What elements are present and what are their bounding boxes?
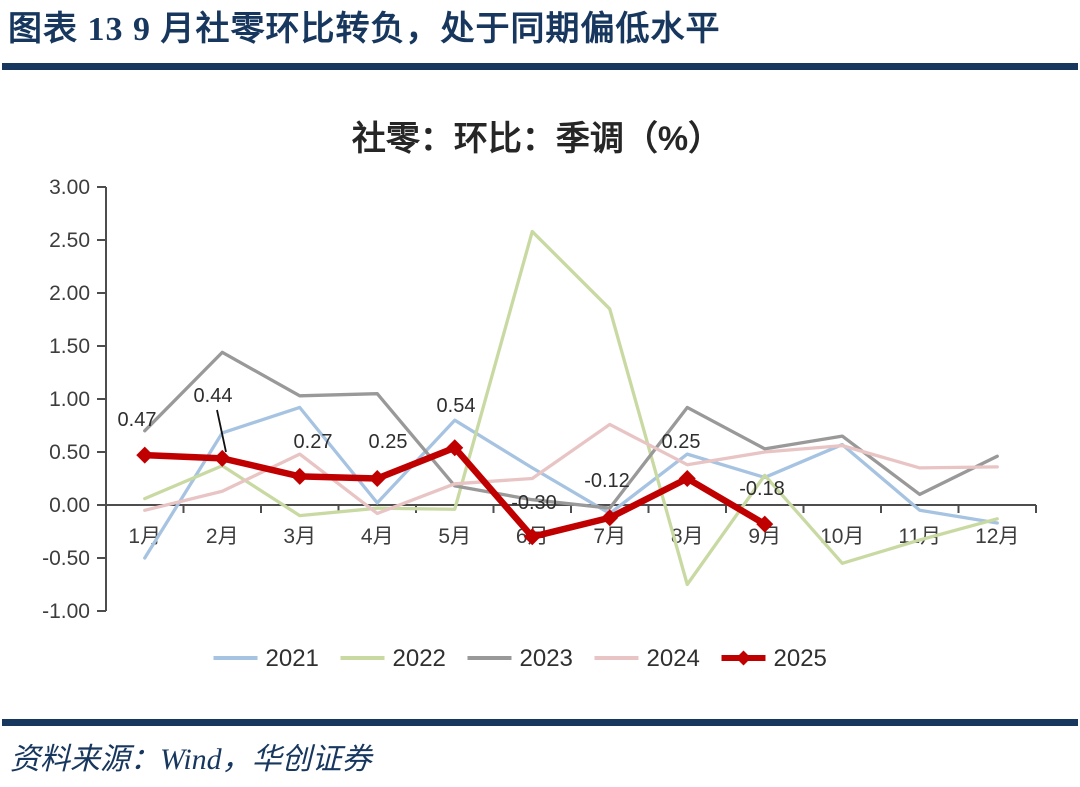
legend-item-2022: 2022 xyxy=(340,645,446,672)
x-tick-label: 10月 xyxy=(820,525,864,548)
y-tick-label: 1.50 xyxy=(49,335,90,358)
series-line-2024 xyxy=(143,422,999,516)
legend-item-2025: 2025 xyxy=(721,645,827,672)
data-label: -0.18 xyxy=(739,478,785,500)
legend-item-2023: 2023 xyxy=(467,645,573,672)
x-tick-label: 2月 xyxy=(206,525,239,548)
y-tick-label: -1.00 xyxy=(42,600,90,623)
data-label-leader xyxy=(216,409,227,453)
y-tick-label: -0.50 xyxy=(42,547,90,570)
series-line-2021 xyxy=(143,405,999,560)
retail-mom-line-chart: 社零：环比：季调（%） 3.00 2.50 2.00 1.50 1.00 0.50 0.00… xyxy=(42,119,1037,672)
figure-bottom-rule xyxy=(2,719,1078,726)
legend-marker-2025 xyxy=(736,650,751,666)
legend-label-2023: 2023 xyxy=(520,645,573,672)
data-label: 0.25 xyxy=(369,431,408,453)
data-label: 0.25 xyxy=(662,431,701,453)
figure-title: 图表 13 9 月社零环比转负，处于同期偏低水平 xyxy=(8,11,721,48)
data-label: 0.44 xyxy=(194,385,233,407)
series-line-2023 xyxy=(143,350,999,510)
y-tick-label: 2.50 xyxy=(49,229,90,252)
x-tick-label: 7月 xyxy=(593,525,626,548)
series-marker-2025 xyxy=(291,467,309,485)
y-tick-label: 1.00 xyxy=(49,388,90,411)
x-tick-label: 5月 xyxy=(438,525,471,548)
title-divider-rule xyxy=(2,63,1078,70)
x-tick-label: 9月 xyxy=(748,525,781,548)
series-marker-2025 xyxy=(213,449,231,467)
data-label: 0.54 xyxy=(437,395,476,417)
y-tick-label: 0.50 xyxy=(49,441,90,464)
x-tick-label: 8月 xyxy=(671,525,704,548)
legend-label-2022: 2022 xyxy=(393,645,446,672)
y-tick-label: 0.00 xyxy=(49,494,90,517)
legend-item-2024: 2024 xyxy=(594,645,700,672)
series-marker-2025 xyxy=(368,470,386,487)
chart-title: 社零：环比：季调（%） xyxy=(352,119,722,158)
data-label: 0.27 xyxy=(294,431,333,453)
data-label: 0.47 xyxy=(118,409,157,431)
legend-label-2021: 2021 xyxy=(266,645,319,672)
data-label: -0.12 xyxy=(584,470,630,492)
series-marker-2025 xyxy=(136,446,154,464)
series-marker-2025 xyxy=(523,528,541,546)
y-tick-label: 3.00 xyxy=(49,176,90,199)
y-tick-label: 2.00 xyxy=(49,282,90,305)
legend-item-2021: 2021 xyxy=(213,645,319,672)
series-marker-2025 xyxy=(756,515,774,533)
data-label: -0.30 xyxy=(511,492,557,514)
x-tick-label: 3月 xyxy=(283,525,316,548)
series-marker-2025 xyxy=(678,470,696,487)
x-tick-label: 4月 xyxy=(361,525,394,548)
source-note: 资料来源：Wind，华创证券 xyxy=(10,743,372,776)
x-tick-label: 12月 xyxy=(975,525,1019,548)
series-line-2022 xyxy=(143,229,999,587)
legend-label-2024: 2024 xyxy=(647,645,700,672)
legend-label-2025: 2025 xyxy=(774,645,827,672)
series-marker-2025 xyxy=(601,509,619,527)
series-marker-2025 xyxy=(446,439,464,457)
